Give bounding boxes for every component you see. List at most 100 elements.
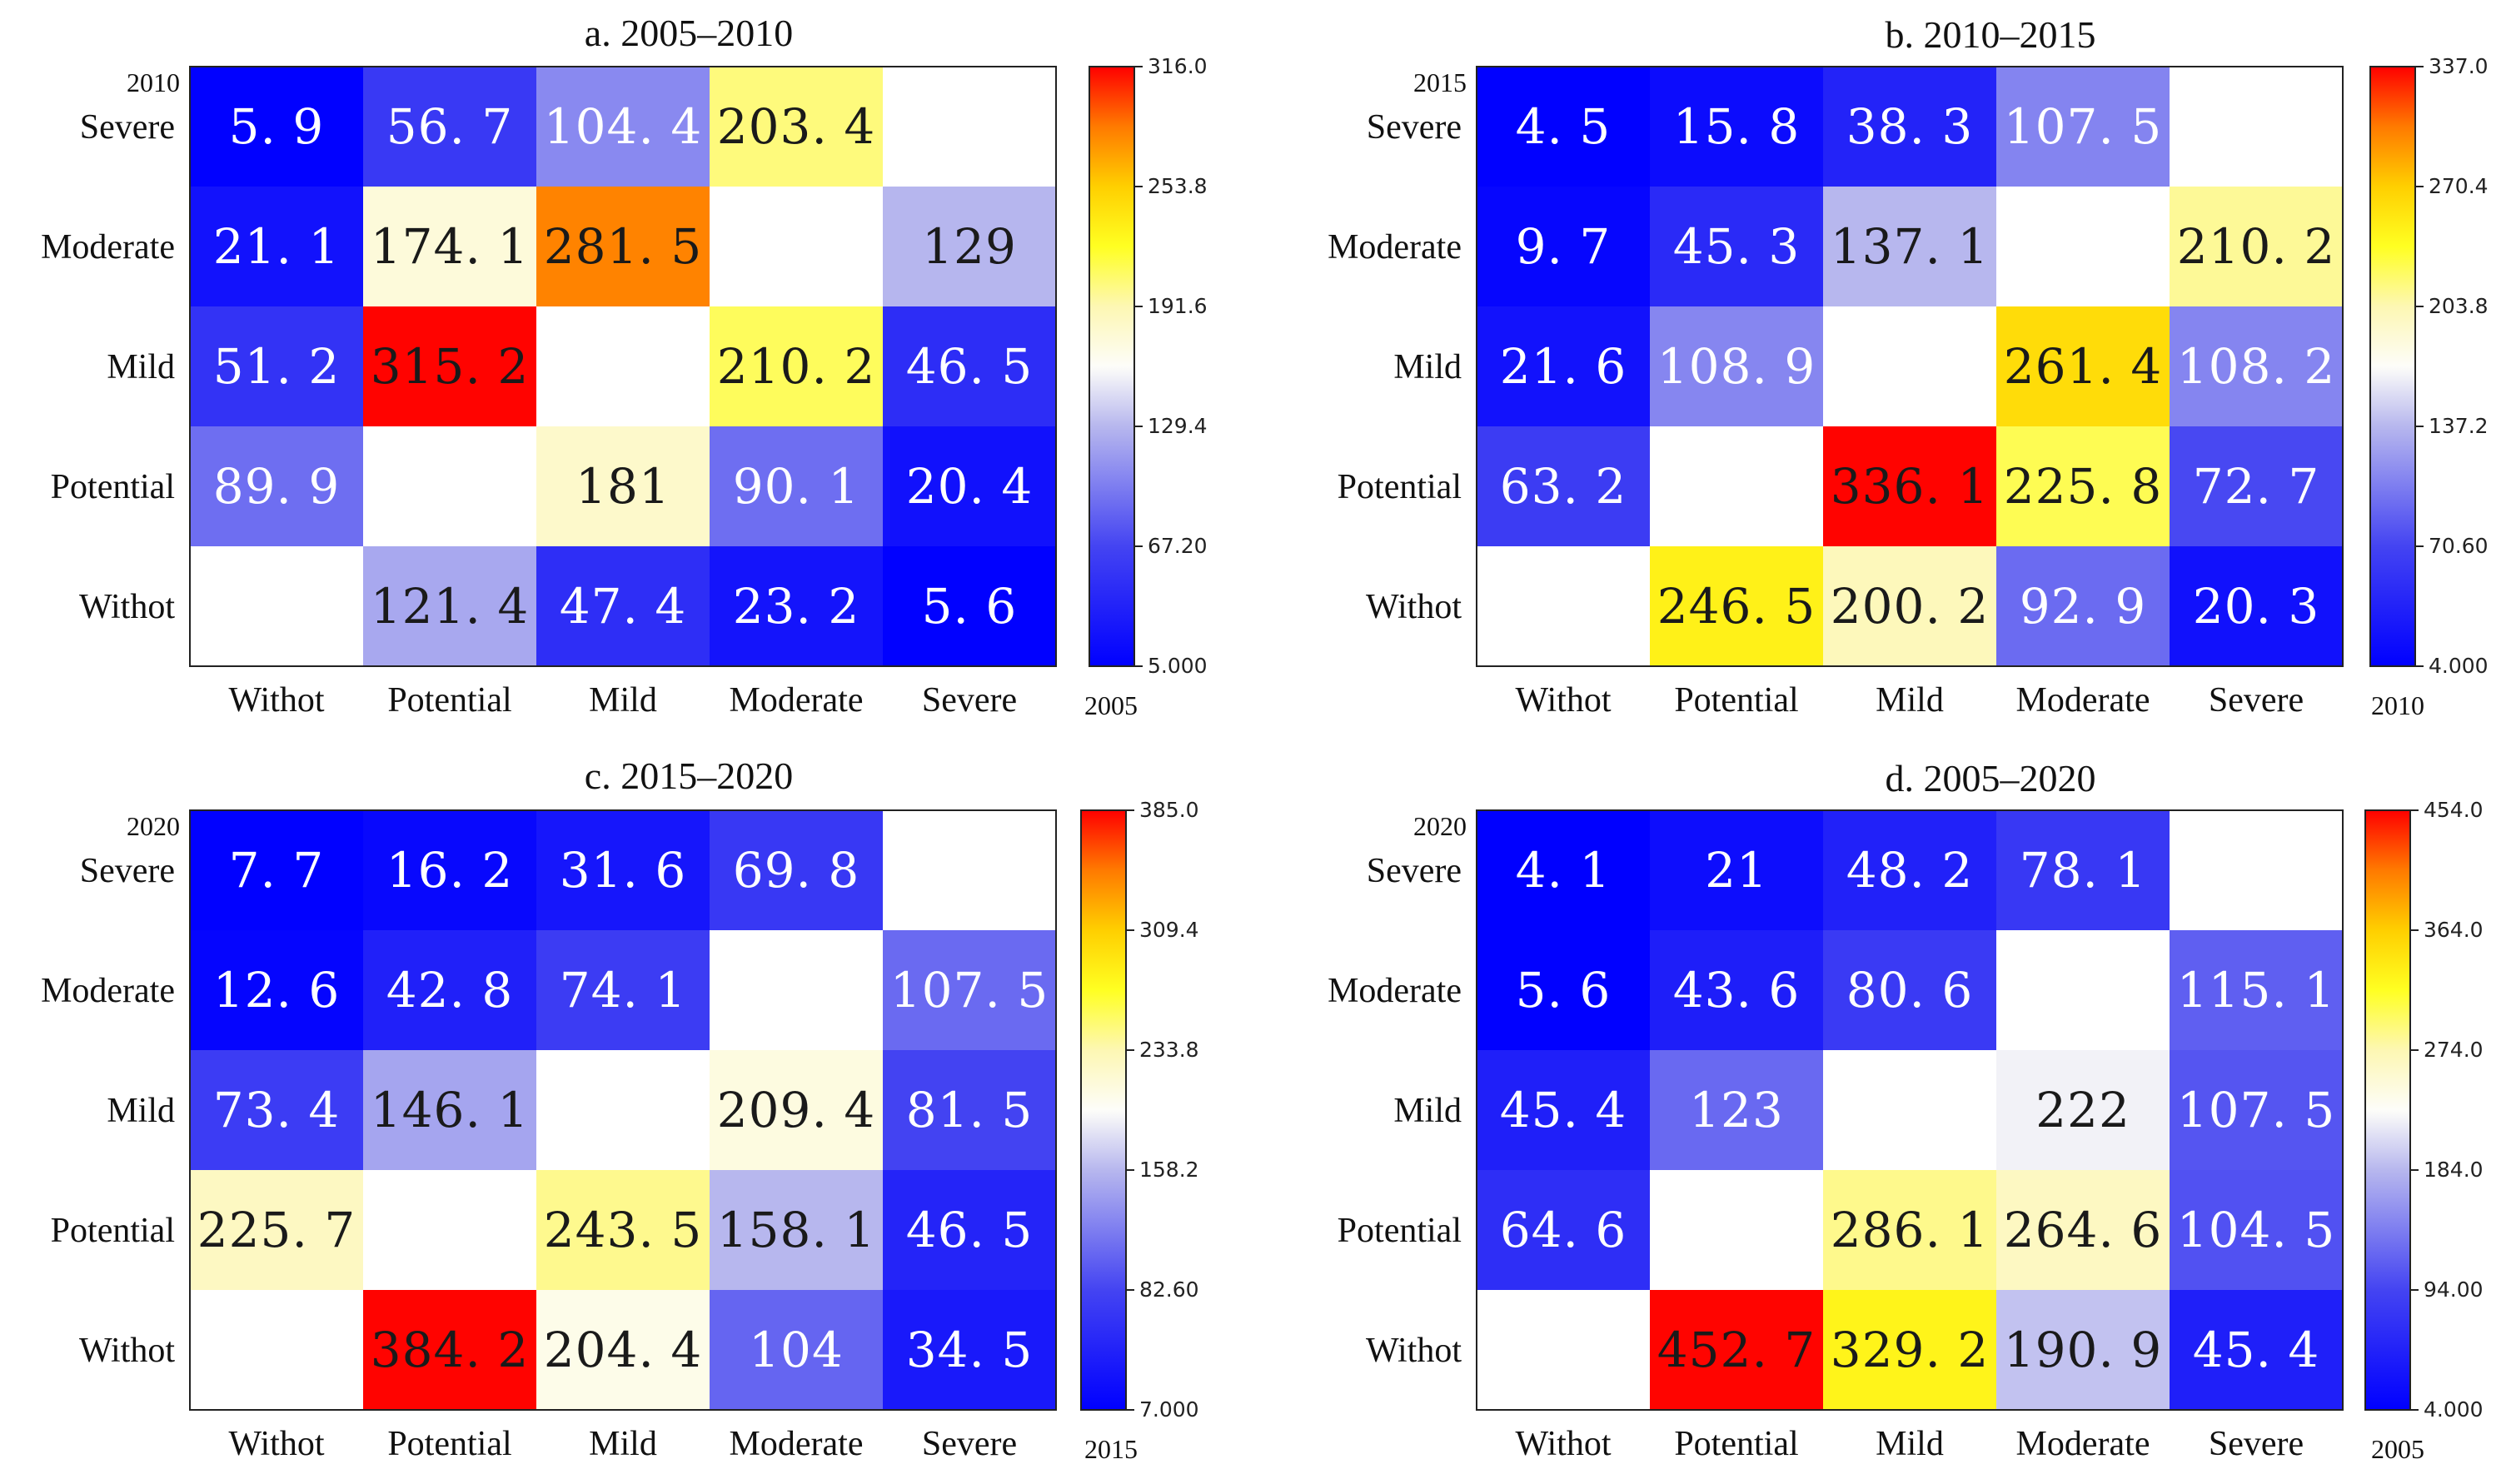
heatmap-cell	[1477, 67, 1650, 187]
cell-value-label: 56. 7	[386, 98, 514, 155]
colorbar-tick-label: 233.8	[1139, 1038, 1199, 1062]
heatmap-cell	[536, 426, 710, 546]
cell-value-label: 4. 5	[1516, 98, 1612, 155]
y-tick-label: Potential	[51, 468, 175, 506]
y-year-label: 2015	[1413, 67, 1467, 97]
heatmap-panel-4: d. 2005–2020 4. 1 21 48. 2 78. 1 5. 6 43. 6 80.…	[1328, 757, 2484, 1464]
cell-value-label: 121. 4	[371, 578, 529, 635]
heatmap-cell	[1996, 306, 2170, 426]
heatmap-cell	[1823, 810, 1996, 930]
panel-title: c. 2015–2020	[585, 754, 793, 797]
cell-value-label: 89. 9	[213, 458, 341, 515]
cell-value-label: 21	[1705, 842, 1768, 899]
heatmap-cell	[363, 306, 536, 426]
x-tick-label: Severe	[922, 681, 1017, 720]
heatmap-cell	[363, 187, 536, 306]
cell-value-label: 204. 4	[544, 1322, 702, 1378]
cell-value-label: 46. 5	[906, 1202, 1034, 1258]
x-tick-label: Mild	[1876, 1425, 1944, 1463]
cell-value-label: 45. 4	[1500, 1082, 1627, 1138]
cell-value-label: 210. 2	[2177, 218, 2335, 275]
heatmap-cell	[1996, 546, 2170, 666]
cell-value-label: 81. 5	[906, 1082, 1034, 1138]
cell-value-label: 43. 6	[1673, 962, 1801, 1018]
heatmap-cell	[190, 1050, 363, 1170]
heatmap-cell	[1477, 930, 1650, 1050]
cell-value-label: 104	[749, 1322, 844, 1378]
x-year-label: 2015	[1084, 1434, 1138, 1464]
heatmap-panel-2: b. 2010–2015 4. 5 15. 8 38. 3 107. 5 9. 7 45. …	[1328, 13, 2489, 720]
cell-value-label: 146. 1	[371, 1082, 529, 1138]
cell-value-label: 210. 2	[717, 338, 875, 395]
cell-value-label: 108. 2	[2177, 338, 2335, 395]
cell-value-label: 20. 3	[2193, 578, 2320, 635]
heatmap-cell	[2170, 546, 2343, 666]
colorbar	[2369, 66, 2416, 667]
heatmap-cell	[2170, 306, 2343, 426]
y-tick-label: Moderate	[1328, 228, 1462, 266]
panel-title: d. 2005–2020	[1886, 757, 2096, 799]
heatmap-cell	[190, 187, 363, 306]
colorbar-tick-label: 364.0	[2424, 918, 2484, 942]
cell-value-label: 104. 4	[544, 98, 702, 155]
x-tick-label: Withot	[229, 681, 325, 720]
heatmap-cell	[2170, 187, 2343, 306]
heatmap-cell	[1650, 426, 1823, 546]
heatmap-cell	[536, 67, 710, 187]
cell-value-label: 51. 2	[213, 338, 341, 395]
heatmap-cell	[363, 67, 536, 187]
heatmap-cell	[710, 546, 883, 666]
x-tick-label: Severe	[2209, 1425, 2304, 1463]
y-tick-label: Withot	[1366, 588, 1462, 626]
cell-value-label: 315. 2	[371, 338, 529, 395]
x-tick-label: Mild	[589, 1425, 657, 1463]
cell-value-label: 200. 2	[1831, 578, 1989, 635]
heatmap-cell	[190, 306, 363, 426]
cell-value-label: 46. 5	[906, 338, 1034, 395]
heatmap-cell	[2170, 930, 2343, 1050]
colorbar-tick-label: 5.000	[1148, 654, 1208, 678]
heatmap-cell	[1650, 306, 1823, 426]
cell-value-label: 34. 5	[906, 1322, 1034, 1378]
y-tick-label: Severe	[80, 108, 175, 147]
heatmap-cell	[1996, 67, 2170, 187]
colorbar-tick-label: 253.8	[1148, 174, 1208, 198]
heatmap-cell	[363, 1170, 536, 1290]
colorbar-tick-label: 94.00	[2424, 1277, 2484, 1302]
y-tick-label: Severe	[1367, 108, 1462, 147]
panel-title: b. 2010–2015	[1886, 13, 2096, 56]
y-tick-label: Withot	[79, 1332, 175, 1370]
heatmap-cell	[883, 1170, 1056, 1290]
y-tick-label: Withot	[1366, 1332, 1462, 1370]
cell-value-label: 108. 9	[1657, 338, 1816, 395]
cell-value-label: 123	[1689, 1082, 1784, 1138]
x-tick-label: Mild	[589, 681, 657, 720]
cell-value-label: 12. 6	[213, 962, 341, 1018]
cell-value-label: 209. 4	[717, 1082, 875, 1138]
cell-value-label: 45. 4	[2193, 1322, 2320, 1378]
colorbar-tick-label: 82.60	[1139, 1277, 1199, 1302]
colorbar-tick-label: 7.000	[1139, 1397, 1199, 1422]
x-year-label: 2005	[1084, 690, 1138, 720]
heatmap-cell	[710, 187, 883, 306]
y-tick-label: Moderate	[41, 228, 175, 266]
heatmap-cell	[1650, 930, 1823, 1050]
heatmap-cell	[363, 810, 536, 930]
heatmap-cell	[363, 1050, 536, 1170]
heatmap-cell	[2170, 810, 2343, 930]
colorbar-tick-label: 137.2	[2429, 414, 2489, 438]
x-year-label: 2005	[2371, 1434, 2424, 1464]
heatmap-frame	[189, 66, 1057, 667]
x-tick-label: Potential	[387, 1425, 511, 1463]
cell-value-label: 47. 4	[560, 578, 687, 635]
y-tick-label: Potential	[1338, 468, 1462, 506]
heatmap-panel-1: a. 2005–2010 5. 9 56. 7 104. 4 203. 4 21. 1 17…	[41, 12, 1208, 720]
cell-value-label: 21. 1	[213, 218, 341, 275]
cell-value-label: 64. 6	[1500, 1202, 1627, 1258]
cell-value-label: 69. 8	[733, 842, 860, 899]
cell-value-label: 16. 2	[386, 842, 514, 899]
cell-value-label: 104. 5	[2177, 1202, 2335, 1258]
heatmap-panel-3: c. 2015–2020 7. 7 16. 2 31. 6 69. 8 12. 6 42. …	[41, 754, 1199, 1464]
heatmap-cell	[2170, 1050, 2343, 1170]
heatmap-cell	[1477, 810, 1650, 930]
